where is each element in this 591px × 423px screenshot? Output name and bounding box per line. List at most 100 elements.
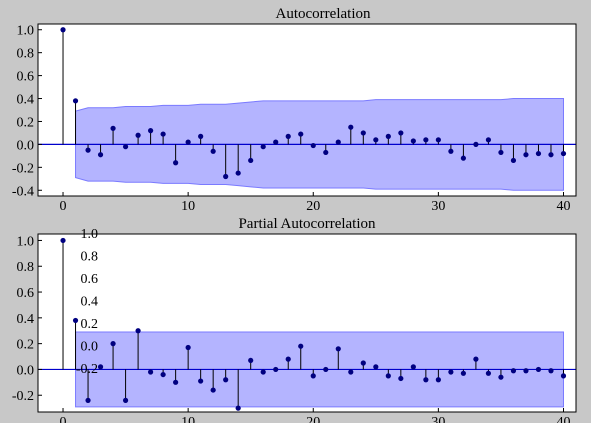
acf-point-lag-29 (423, 137, 428, 142)
pacf-point-lag-14 (236, 406, 241, 411)
acf-point-lag-33 (473, 142, 478, 147)
pacf-point-lag-10 (186, 345, 191, 350)
acf-x-tick-label: 20 (306, 199, 320, 214)
acf-x-tick-label: 40 (556, 199, 570, 214)
acf-point-lag-27 (398, 130, 403, 135)
acf-point-lag-1 (73, 98, 78, 103)
acf-point-lag-18 (286, 134, 291, 139)
acf-title: Autocorrelation (276, 6, 371, 22)
pacf-point-lag-25 (373, 364, 378, 369)
pacf-point-lag-12 (211, 387, 216, 392)
pacf-y-tick-label: -0.2 (12, 389, 34, 404)
pacf-title: Partial Autocorrelation (238, 216, 376, 232)
acf-point-lag-4 (110, 126, 115, 131)
pacf-point-lag-3 (98, 364, 103, 369)
pacf-point-lag-4 (110, 341, 115, 346)
acf-point-lag-9 (173, 160, 178, 165)
pacf-point-lag-28 (411, 364, 416, 369)
pacf-y-tick-label: 0.4 (17, 312, 35, 327)
pacf-point-lag-20 (311, 373, 316, 378)
acf-point-lag-21 (323, 150, 328, 155)
pacf-y-tick-label: 0.0 (17, 363, 35, 378)
pacf-overlap-tick-label: -0.2 (76, 362, 98, 377)
pacf-point-lag-24 (361, 360, 366, 365)
pacf-point-lag-8 (161, 372, 166, 377)
pacf-point-lag-5 (123, 398, 128, 403)
pacf-point-lag-21 (323, 367, 328, 372)
acf-point-lag-19 (298, 131, 303, 136)
pacf-y-tick-label: 0.6 (17, 286, 35, 301)
pacf-overlap-tick-label: 0.8 (81, 250, 99, 265)
pacf-point-lag-23 (348, 369, 353, 374)
acf-point-lag-32 (461, 156, 466, 161)
pacf-x-tick-label: 0 (60, 415, 67, 423)
pacf-x-tick-label: 40 (556, 415, 570, 423)
pacf-point-lag-15 (248, 358, 253, 363)
pacf-point-lag-30 (436, 377, 441, 382)
pacf-point-lag-18 (286, 357, 291, 362)
pacf-point-lag-6 (135, 328, 140, 333)
acf-point-lag-10 (186, 140, 191, 145)
pacf-overlap-tick-label: 0.4 (81, 295, 99, 310)
acf-point-lag-36 (511, 158, 516, 163)
acf-x-tick-label: 10 (181, 199, 195, 214)
pacf-point-lag-37 (523, 368, 528, 373)
pacf-point-lag-34 (486, 371, 491, 376)
pacf-x-tick-label: 20 (306, 415, 320, 423)
acf-point-lag-38 (536, 151, 541, 156)
acf-point-lag-20 (311, 143, 316, 148)
acf-point-lag-2 (85, 148, 90, 153)
acf-y-tick-label: 1.0 (17, 24, 35, 39)
pacf-point-lag-33 (473, 357, 478, 362)
pacf-overlap-tick-label: 0.0 (81, 340, 99, 355)
acf-point-lag-7 (148, 128, 153, 133)
acf-point-lag-11 (198, 134, 203, 139)
acf-y-tick-label: 0.4 (17, 93, 35, 108)
pacf-point-lag-22 (336, 346, 341, 351)
acf-y-tick-label: 0.0 (17, 138, 35, 153)
acf-point-lag-15 (248, 158, 253, 163)
acf-point-lag-0 (60, 27, 65, 32)
acf-point-lag-40 (561, 151, 566, 156)
pacf-overlap-tick-label: 0.6 (81, 272, 99, 287)
pacf-x-tick-label: 30 (431, 415, 445, 423)
pacf-point-lag-38 (536, 367, 541, 372)
acf-point-lag-14 (236, 170, 241, 175)
acf-y-tick-label: -0.2 (12, 161, 34, 176)
pacf-point-lag-0 (60, 238, 65, 243)
pacf-y-tick-label: 0.8 (17, 260, 35, 275)
pacf-y-tick-label: 1.0 (17, 234, 35, 249)
acf-point-lag-12 (211, 149, 216, 154)
pacf-point-lag-29 (423, 377, 428, 382)
pacf-point-lag-40 (561, 373, 566, 378)
pacf-point-lag-19 (298, 344, 303, 349)
pacf-point-lag-13 (223, 377, 228, 382)
acf-point-lag-25 (373, 137, 378, 142)
pacf-point-lag-2 (85, 398, 90, 403)
acf-point-lag-26 (386, 134, 391, 139)
pacf-overlap-tick-label: 1.0 (81, 227, 99, 242)
pacf-panel: Partial Autocorrelation 0 10 20 30 40 1.0 0.8 0… (12, 216, 576, 423)
acf-point-lag-3 (98, 152, 103, 157)
acf-point-lag-34 (486, 137, 491, 142)
acf-point-lag-37 (523, 152, 528, 157)
acf-point-lag-13 (223, 174, 228, 179)
acf-point-lag-23 (348, 125, 353, 130)
pacf-x-tick-label: 10 (181, 415, 195, 423)
acf-y-tick-label: 0.6 (17, 70, 35, 85)
acf-point-lag-28 (411, 138, 416, 143)
pacf-point-lag-16 (261, 369, 266, 374)
pacf-point-lag-7 (148, 369, 153, 374)
acf-point-lag-6 (135, 133, 140, 138)
acf-point-lag-8 (161, 131, 166, 136)
acf-point-lag-16 (261, 144, 266, 149)
acf-point-lag-39 (548, 152, 553, 157)
pacf-point-lag-32 (461, 371, 466, 376)
pacf-point-lag-39 (548, 368, 553, 373)
pacf-point-lag-36 (511, 368, 516, 373)
acf-x-tick-label: 0 (60, 199, 67, 214)
acf-x-tick-label: 30 (431, 199, 445, 214)
acf-y-tick-label: -0.4 (12, 184, 34, 199)
acf-point-lag-5 (123, 144, 128, 149)
